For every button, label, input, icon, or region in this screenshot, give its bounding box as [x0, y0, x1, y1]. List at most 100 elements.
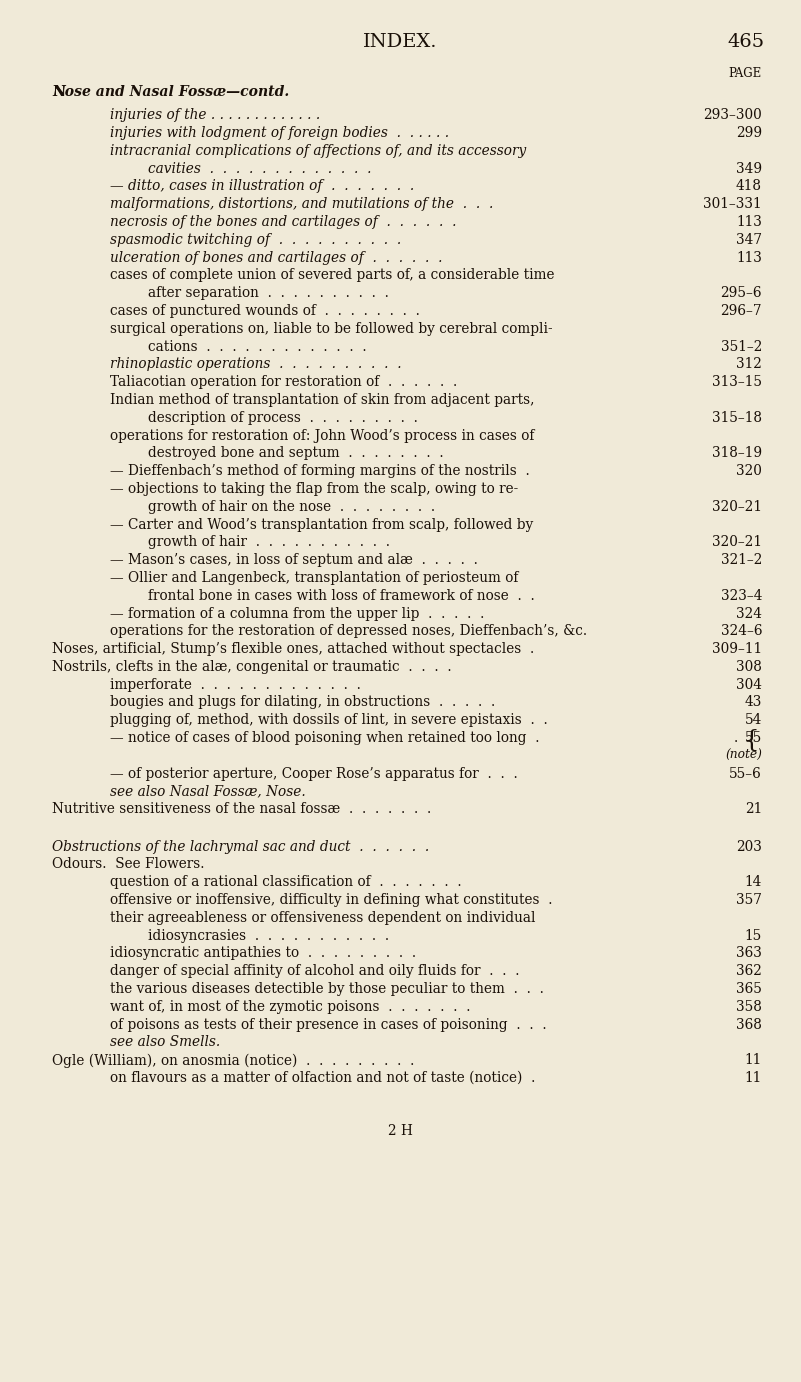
Text: Noses, artificial, Stump’s flexible ones, attached without spectacles  .: Noses, artificial, Stump’s flexible ones… [52, 643, 534, 656]
Text: 315–18: 315–18 [712, 410, 762, 424]
Text: imperforate  .  .  .  .  .  .  .  .  .  .  .  .  .: imperforate . . . . . . . . . . . . . [110, 677, 361, 692]
Text: 363: 363 [736, 947, 762, 960]
Text: INDEX.: INDEX. [363, 33, 437, 51]
Text: growth of hair on the nose  .  .  .  .  .  .  .  .: growth of hair on the nose . . . . . . .… [148, 500, 435, 514]
Text: 15: 15 [745, 929, 762, 943]
Text: Odours.  See Flowers.: Odours. See Flowers. [52, 857, 204, 872]
Text: cavities  .  .  .  .  .  .  .  .  .  .  .  .  .: cavities . . . . . . . . . . . . . [148, 162, 372, 176]
Text: 203: 203 [736, 840, 762, 854]
Text: 295–6: 295–6 [721, 286, 762, 300]
Text: cases of complete union of severed parts of, a considerable time: cases of complete union of severed parts… [110, 268, 554, 282]
Text: offensive or inoffensive, difficulty in defining what constitutes  .: offensive or inoffensive, difficulty in … [110, 893, 553, 907]
Text: 293–300: 293–300 [703, 108, 762, 122]
Text: Taliacotian operation for restoration of  .  .  .  .  .  .: Taliacotian operation for restoration of… [110, 375, 457, 390]
Text: injuries of the . . . . . . . . . . . . .: injuries of the . . . . . . . . . . . . … [110, 108, 320, 122]
Text: cases of punctured wounds of  .  .  .  .  .  .  .  .: cases of punctured wounds of . . . . . .… [110, 304, 420, 318]
Text: see also Nasal Fossæ, Nose.: see also Nasal Fossæ, Nose. [110, 785, 306, 799]
Text: 368: 368 [736, 1017, 762, 1032]
Text: Nutritive sensitiveness of the nasal fossæ  .  .  .  .  .  .  .: Nutritive sensitiveness of the nasal fos… [52, 803, 431, 817]
Text: — objections to taking the flap from the scalp, owing to re-: — objections to taking the flap from the… [110, 482, 518, 496]
Text: 113: 113 [736, 250, 762, 264]
Text: 308: 308 [736, 659, 762, 674]
Text: 324: 324 [736, 607, 762, 621]
Text: 43: 43 [745, 695, 762, 709]
Text: {: { [744, 728, 759, 752]
Text: Obstructions of the lachrymal sac and duct  .  .  .  .  .  .: Obstructions of the lachrymal sac and du… [52, 840, 429, 854]
Text: — formation of a columna from the upper lip  .  .  .  .  .: — formation of a columna from the upper … [110, 607, 485, 621]
Text: see also Smells.: see also Smells. [110, 1035, 220, 1049]
Text: 418: 418 [736, 180, 762, 193]
Text: question of a rational classification of  .  .  .  .  .  .  .: question of a rational classification of… [110, 875, 461, 889]
Text: 323–4: 323–4 [721, 589, 762, 603]
Text: rhinoplastic operations  .  .  .  .  .  .  .  .  .  .: rhinoplastic operations . . . . . . . . … [110, 358, 401, 372]
Text: 309–11: 309–11 [712, 643, 762, 656]
Text: bougies and plugs for dilating, in obstructions  .  .  .  .  .: bougies and plugs for dilating, in obstr… [110, 695, 495, 709]
Text: 349: 349 [736, 162, 762, 176]
Text: 318–19: 318–19 [712, 446, 762, 460]
Text: 465: 465 [728, 33, 765, 51]
Text: 347: 347 [736, 232, 762, 247]
Text: 320–21: 320–21 [712, 535, 762, 549]
Text: surgical operations on, liable to be followed by cerebral compli-: surgical operations on, liable to be fol… [110, 322, 553, 336]
Text: 313–15: 313–15 [712, 375, 762, 390]
Text: — Mason’s cases, in loss of septum and alæ  .  .  .  .  .: — Mason’s cases, in loss of septum and a… [110, 553, 478, 567]
Text: 304: 304 [736, 677, 762, 692]
Text: 55: 55 [745, 731, 762, 745]
Text: Nose and Nasal Fossæ—contd.: Nose and Nasal Fossæ—contd. [52, 84, 289, 100]
Text: 299: 299 [736, 126, 762, 140]
Text: intracranial complications of affections of, and its accessory: intracranial complications of affections… [110, 144, 526, 158]
Text: their agreeableness or offensiveness dependent on individual: their agreeableness or offensiveness dep… [110, 911, 536, 925]
Text: on flavours as a matter of olfaction and not of taste (notice)  .: on flavours as a matter of olfaction and… [110, 1071, 535, 1085]
Text: 296–7: 296–7 [721, 304, 762, 318]
Text: destroyed bone and septum  .  .  .  .  .  .  .  .: destroyed bone and septum . . . . . . . … [148, 446, 444, 460]
Text: idiosyncrasies  .  .  .  .  .  .  .  .  .  .  .: idiosyncrasies . . . . . . . . . . . [148, 929, 389, 943]
Text: ulceration of bones and cartilages of  .  .  .  .  .  .: ulceration of bones and cartilages of . … [110, 250, 442, 264]
Text: 324–6: 324–6 [721, 625, 762, 638]
Text: spasmodic twitching of  .  .  .  .  .  .  .  .  .  .: spasmodic twitching of . . . . . . . . .… [110, 232, 401, 247]
Text: Nostrils, clefts in the alæ, congenital or traumatic  .  .  .  .: Nostrils, clefts in the alæ, congenital … [52, 659, 452, 674]
Text: idiosyncratic antipathies to  .  .  .  .  .  .  .  .  .: idiosyncratic antipathies to . . . . . .… [110, 947, 417, 960]
Text: N: N [52, 84, 65, 100]
Text: .: . [734, 731, 739, 745]
Text: operations for the restoration of depressed noses, Dieffenbach’s, &c.: operations for the restoration of depres… [110, 625, 587, 638]
Text: 2 H: 2 H [388, 1125, 413, 1139]
Text: 11: 11 [745, 1053, 762, 1067]
Text: operations for restoration of: John Wood’s process in cases of: operations for restoration of: John Wood… [110, 428, 534, 442]
Text: — of posterior aperture, Cooper Rose’s apparatus for  .  .  .: — of posterior aperture, Cooper Rose’s a… [110, 767, 517, 781]
Text: 54: 54 [745, 713, 762, 727]
Text: — Dieffenbach’s method of forming margins of the nostrils  .: — Dieffenbach’s method of forming margin… [110, 464, 529, 478]
Text: 358: 358 [736, 1001, 762, 1014]
Text: after separation  .  .  .  .  .  .  .  .  .  .: after separation . . . . . . . . . . [148, 286, 388, 300]
Text: 113: 113 [736, 214, 762, 229]
Text: 351–2: 351–2 [721, 340, 762, 354]
Text: — ditto, cases in illustration of  .  .  .  .  .  .  .: — ditto, cases in illustration of . . . … [110, 180, 414, 193]
Text: 55–6: 55–6 [729, 767, 762, 781]
Text: of poisons as tests of their presence in cases of poisoning  .  .  .: of poisons as tests of their presence in… [110, 1017, 546, 1032]
Text: 320–21: 320–21 [712, 500, 762, 514]
Text: 21: 21 [745, 803, 762, 817]
Text: description of process  .  .  .  .  .  .  .  .  .: description of process . . . . . . . . . [148, 410, 418, 424]
Text: want of, in most of the zymotic poisons  .  .  .  .  .  .  .: want of, in most of the zymotic poisons … [110, 1001, 470, 1014]
Text: 14: 14 [745, 875, 762, 889]
Text: 312: 312 [736, 358, 762, 372]
Text: the various diseases detectible by those peculiar to them  .  .  .: the various diseases detectible by those… [110, 983, 544, 996]
Text: 321–2: 321–2 [721, 553, 762, 567]
Text: 11: 11 [745, 1071, 762, 1085]
Text: injuries with lodgment of foreign bodies  .  . . . . .: injuries with lodgment of foreign bodies… [110, 126, 449, 140]
Text: (note): (note) [725, 749, 762, 761]
Text: necrosis of the bones and cartilages of  .  .  .  .  .  .: necrosis of the bones and cartilages of … [110, 214, 457, 229]
Text: growth of hair  .  .  .  .  .  .  .  .  .  .  .: growth of hair . . . . . . . . . . . [148, 535, 390, 549]
Text: cations  .  .  .  .  .  .  .  .  .  .  .  .  .: cations . . . . . . . . . . . . . [148, 340, 367, 354]
Text: — Carter and Wood’s transplantation from scalp, followed by: — Carter and Wood’s transplantation from… [110, 517, 533, 532]
Text: Indian method of transplantation of skin from adjacent parts,: Indian method of transplantation of skin… [110, 392, 534, 406]
Text: danger of special affinity of alcohol and oily fluids for  .  .  .: danger of special affinity of alcohol an… [110, 965, 520, 978]
Text: malformations, distortions, and mutilations of the  .  .  .: malformations, distortions, and mutilati… [110, 198, 493, 211]
Text: — Ollier and Langenbeck, transplantation of periosteum of: — Ollier and Langenbeck, transplantation… [110, 571, 518, 585]
Text: 357: 357 [736, 893, 762, 907]
Text: 365: 365 [736, 983, 762, 996]
Text: 301–331: 301–331 [703, 198, 762, 211]
Text: plugging of, method, with dossils of lint, in severe epistaxis  .  .: plugging of, method, with dossils of lin… [110, 713, 548, 727]
Text: Ogle (William), on anosmia (notice)  .  .  .  .  .  .  .  .  .: Ogle (William), on anosmia (notice) . . … [52, 1053, 414, 1068]
Text: 320: 320 [736, 464, 762, 478]
Text: frontal bone in cases with loss of framework of nose  .  .: frontal bone in cases with loss of frame… [148, 589, 535, 603]
